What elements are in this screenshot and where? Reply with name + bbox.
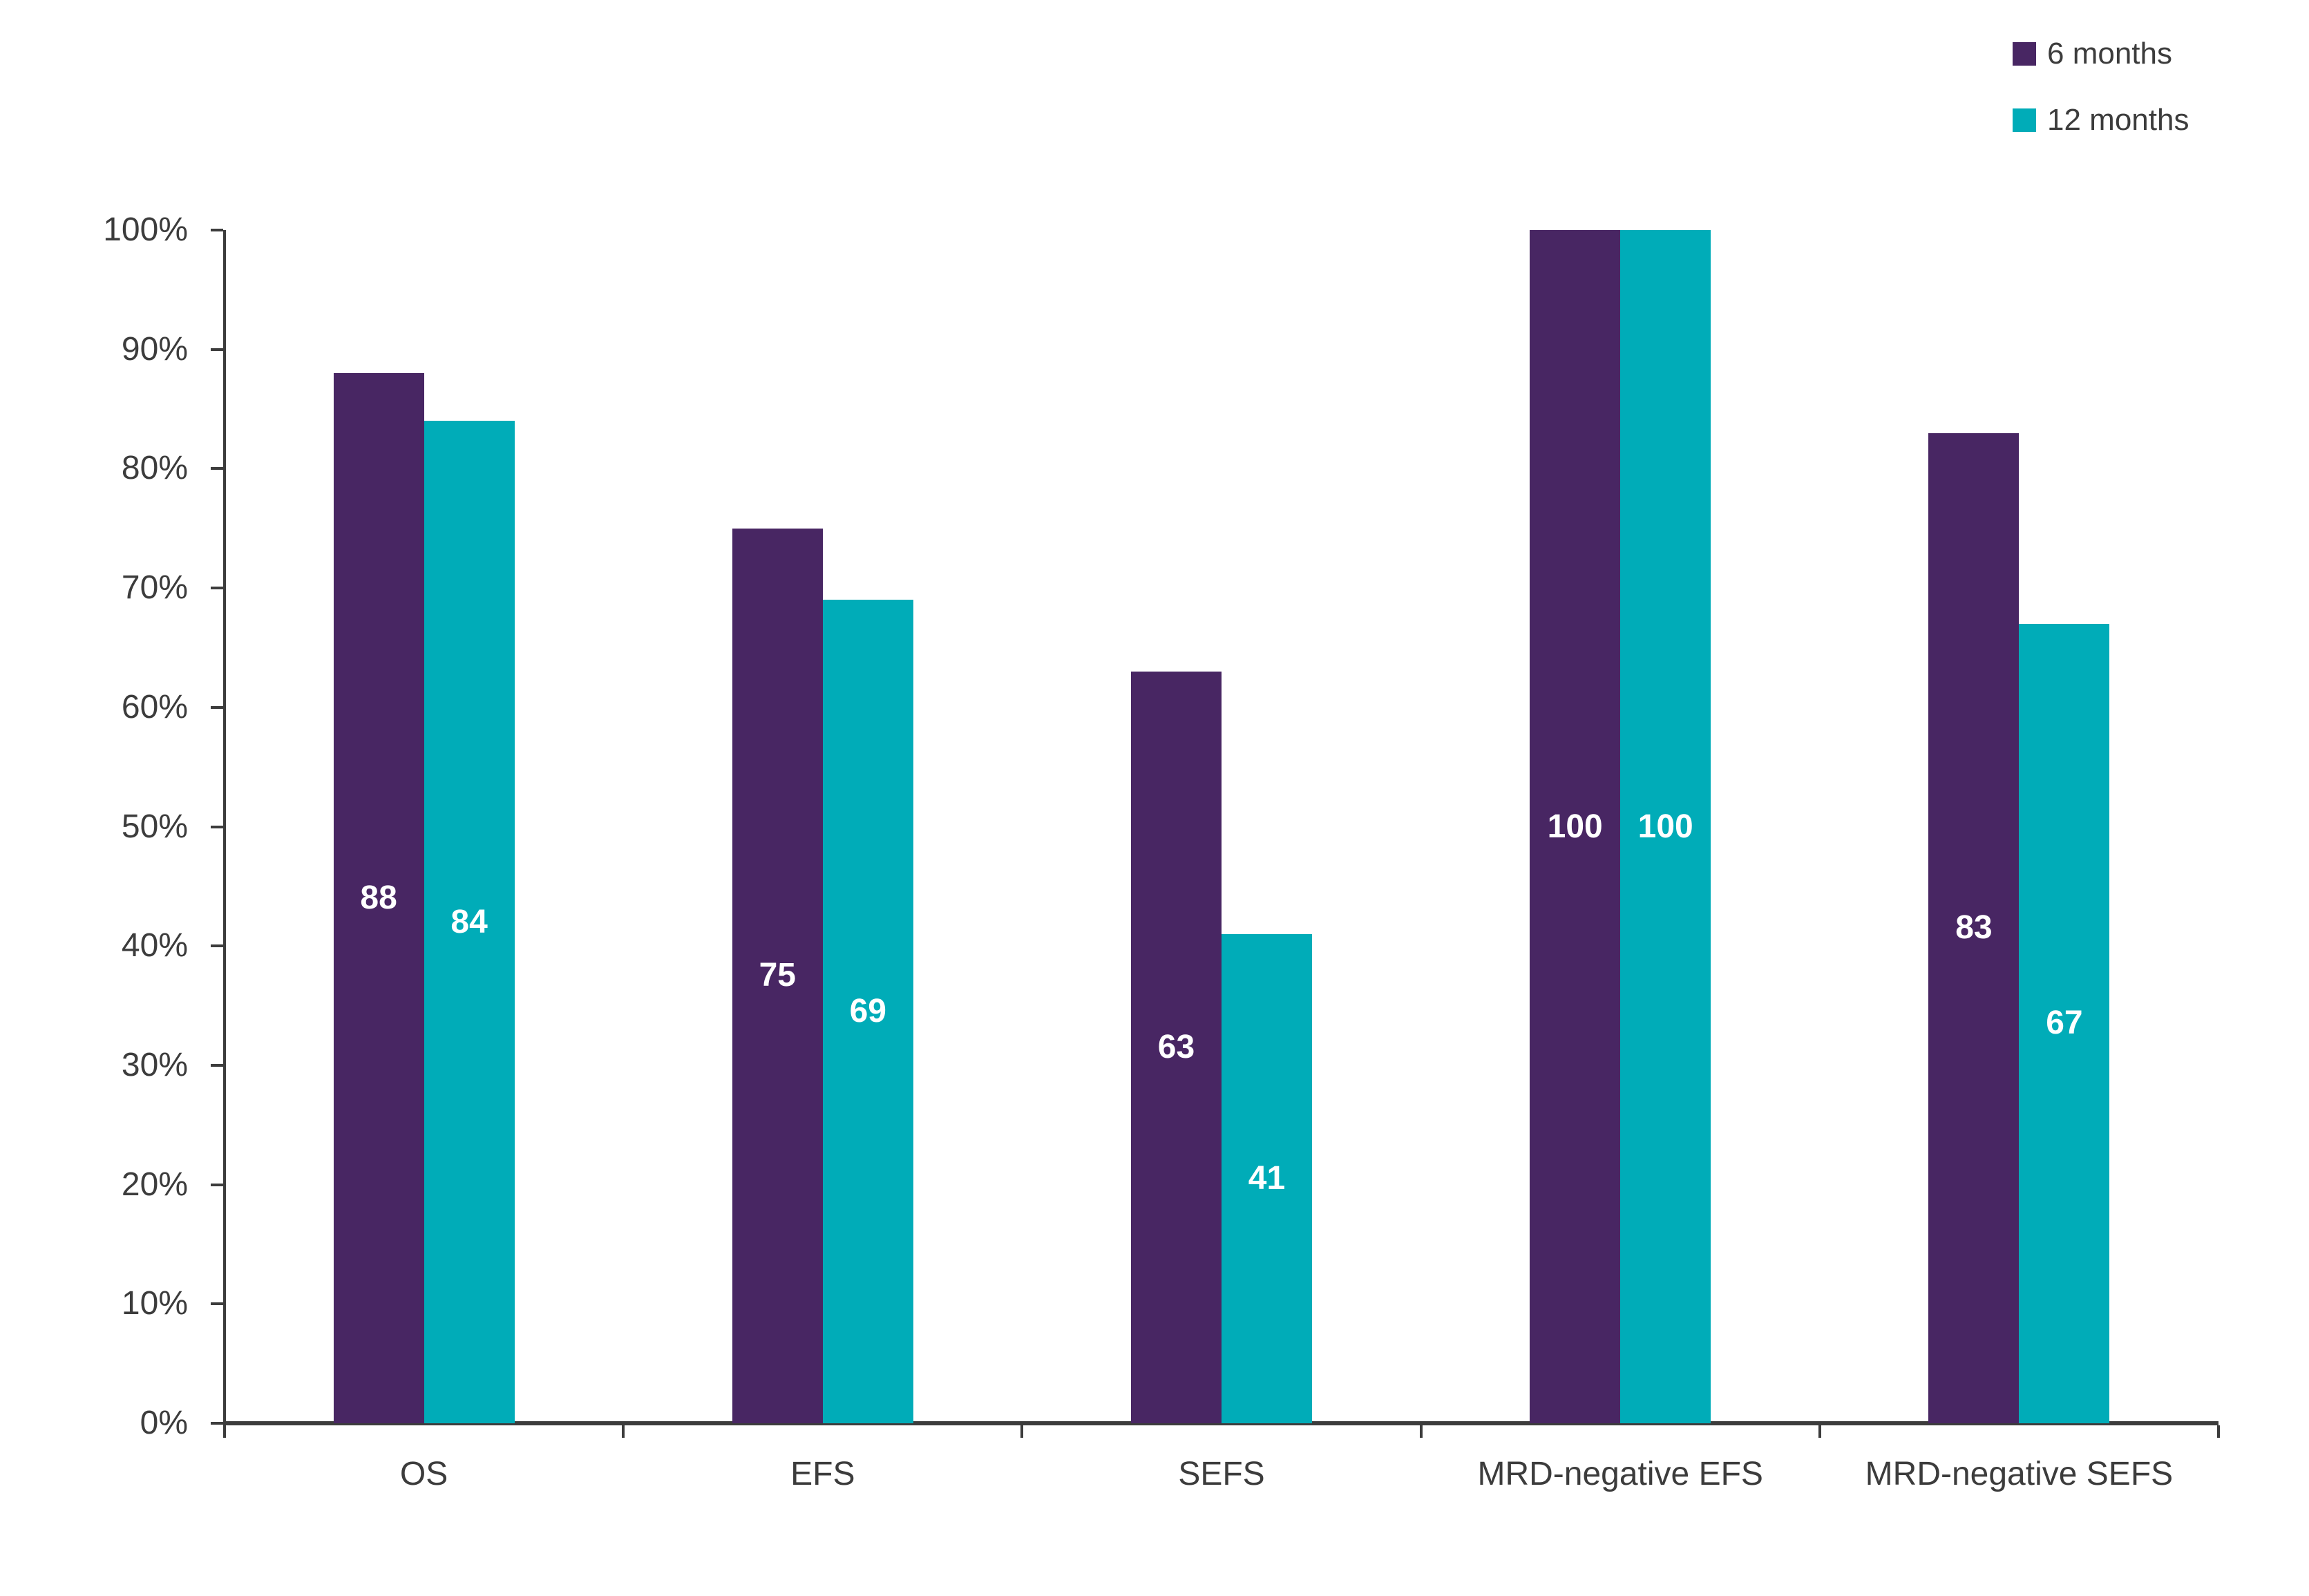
bar-value-label: 69 (849, 993, 886, 1030)
y-tick-label-0: 0% (140, 1405, 188, 1441)
bar-value-label: 100 (1637, 808, 1693, 845)
y-tick-label-80: 80% (121, 450, 188, 487)
bar-6-months-sefs: 63 (1131, 672, 1222, 1423)
bar-6-months-efs: 75 (732, 528, 823, 1423)
y-tick-label-70: 70% (121, 569, 188, 607)
plot-area: 0% 10% 20% 30% 40% 50% 60% 70% 80% 90% 100% 88 84 75… (103, 213, 2220, 1440)
x-boundary-tick-2 (1020, 1425, 1024, 1438)
x-axis-labels: OS EFS SEFS MRD-negative EFS MRD-negative SE… (225, 1456, 2218, 1492)
bar-6-months-mrd-negative-sefs: 83 (1928, 433, 2020, 1423)
bar-group-efs: 75 69 (623, 230, 1022, 1423)
bar-12-months-efs: 69 (822, 600, 913, 1423)
bar-groups: 88 84 75 69 63 41 100 100 83 67 (225, 230, 2218, 1423)
y-tick-label-10: 10% (121, 1285, 188, 1322)
bar-group-os: 88 84 (225, 230, 623, 1423)
bar-value-label: 83 (1955, 909, 1993, 947)
bar-12-months-sefs: 41 (1222, 933, 1312, 1423)
legend-swatch-6-months (2013, 42, 2036, 66)
x-label-sefs: SEFS (1178, 1456, 1265, 1492)
bar-value-label: 84 (450, 903, 488, 940)
bar-6-months-mrd-negative-efs: 100 (1530, 230, 1621, 1423)
y-tick-label-40: 40% (121, 927, 188, 965)
y-tick-label-20: 20% (121, 1166, 188, 1203)
bar-group-mrd-negative-efs: 100 100 (1421, 230, 1820, 1423)
legend-swatch-12-months (2013, 108, 2036, 132)
legend-item-12-months: 12 months (2013, 101, 2189, 140)
x-boundary-tick-5 (2217, 1425, 2220, 1438)
y-tick-20 (211, 1183, 223, 1186)
y-tick-label-90: 90% (121, 330, 188, 368)
bar-12-months-mrd-negative-sefs: 67 (2019, 623, 2110, 1423)
bar-6-months-os: 88 (333, 373, 424, 1423)
y-tick-60 (211, 705, 223, 709)
y-tick-50 (211, 825, 223, 828)
y-tick-label-50: 50% (121, 808, 188, 845)
y-tick-0 (211, 1422, 223, 1425)
y-tick-70 (211, 587, 223, 590)
bar-value-label: 63 (1157, 1029, 1195, 1065)
bar-value-label: 41 (1248, 1159, 1286, 1197)
y-tick-40 (211, 944, 223, 948)
y-tick-label-100: 100% (103, 211, 188, 248)
x-boundary-tick-0 (223, 1425, 226, 1438)
y-tick-label-30: 30% (121, 1046, 188, 1083)
x-label-os: OS (399, 1456, 448, 1492)
x-boundary-tick-1 (622, 1425, 625, 1438)
x-label-efs: EFS (790, 1456, 855, 1492)
x-label-mrd-negative-efs: MRD-negative EFS (1477, 1456, 1763, 1492)
x-axis-line (225, 1421, 2218, 1425)
y-tick-label-60: 60% (121, 688, 188, 725)
bar-group-mrd-negative-sefs: 83 67 (1820, 230, 2218, 1423)
x-label-mrd-negative-sefs: MRD-negative SEFS (1865, 1456, 2174, 1492)
y-axis-line (223, 230, 226, 1438)
y-tick-10 (211, 1302, 223, 1306)
x-boundary-tick-3 (1419, 1425, 1423, 1438)
bar-group-sefs: 63 41 (1022, 230, 1420, 1423)
y-tick-80 (211, 467, 223, 471)
y-tick-100 (211, 229, 223, 231)
y-tick-90 (211, 348, 223, 351)
legend-label-12-months: 12 months (2047, 103, 2189, 137)
bar-value-label: 88 (360, 880, 397, 917)
bar-value-label: 67 (2046, 1005, 2083, 1042)
legend: 6 months 12 months (2013, 35, 2189, 140)
x-boundary-tick-4 (1818, 1425, 1821, 1438)
bar-12-months-mrd-negative-efs: 100 (1620, 230, 1711, 1423)
bar-value-label: 75 (759, 957, 796, 994)
y-tick-30 (211, 1063, 223, 1067)
legend-label-6-months: 6 months (2047, 37, 2172, 70)
bar-12-months-os: 84 (424, 421, 515, 1423)
legend-item-6-months: 6 months (2013, 35, 2189, 73)
bar-value-label: 100 (1547, 808, 1603, 845)
